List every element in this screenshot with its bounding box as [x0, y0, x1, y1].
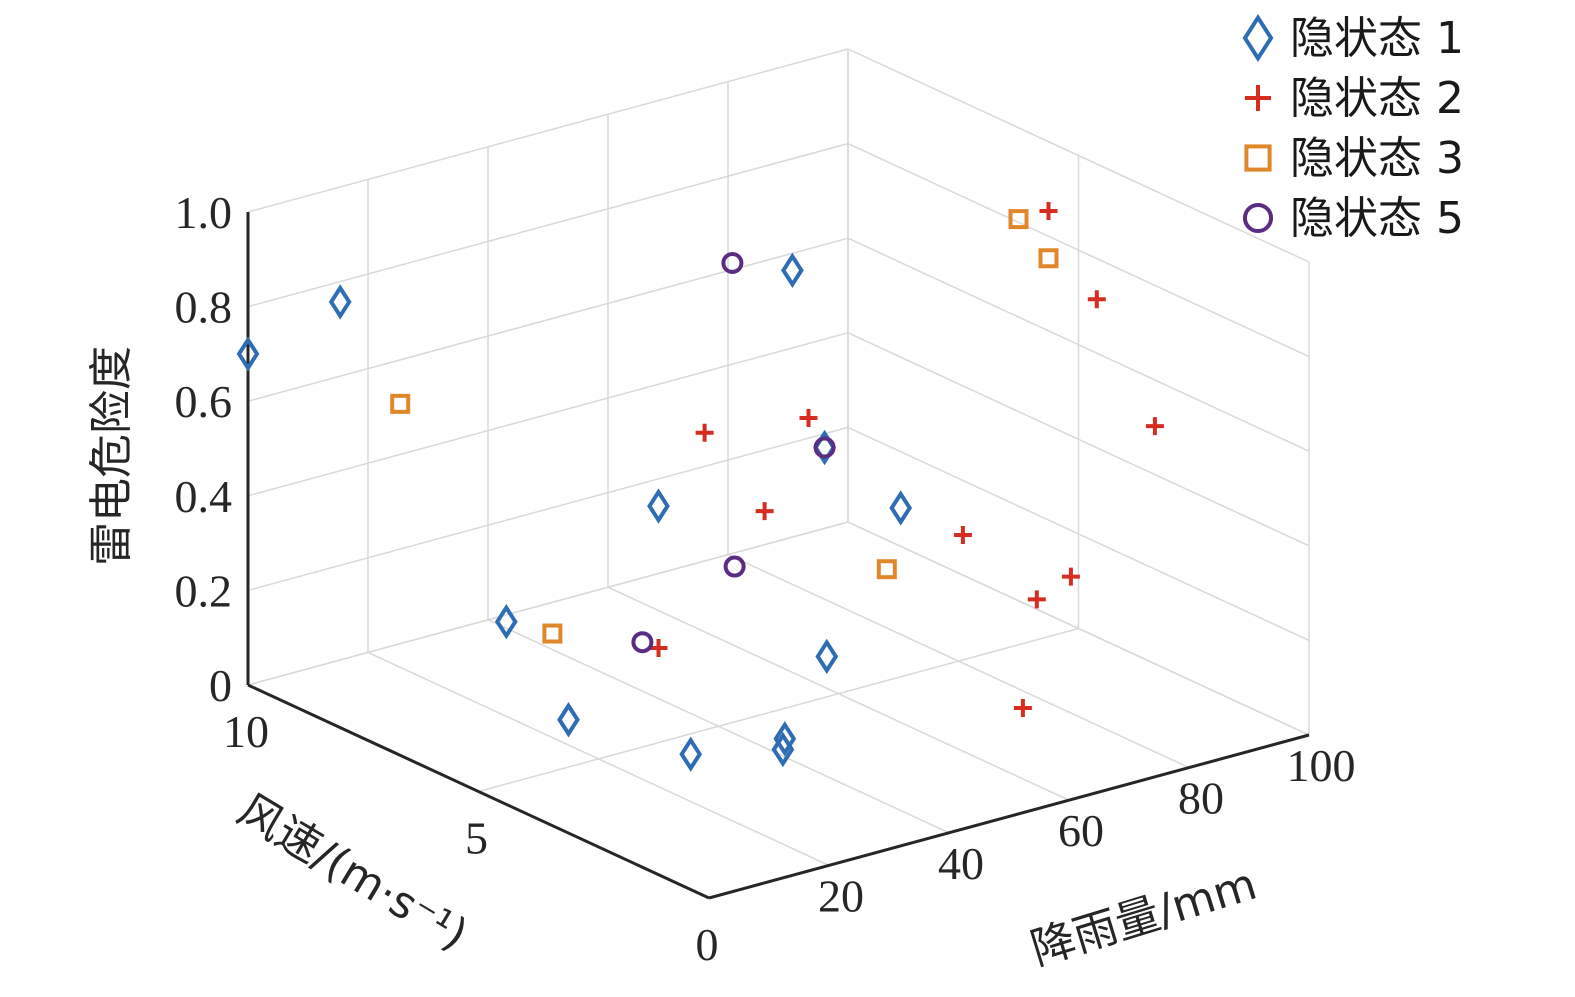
data-point-series-4	[723, 555, 746, 578]
data-point-series-2	[1145, 417, 1164, 436]
grid-line	[847, 48, 1310, 263]
y-tick-label: 20	[818, 870, 864, 921]
data-point-series-1	[889, 490, 913, 526]
x-tick-label: 5	[465, 813, 488, 864]
grid-line	[247, 237, 849, 402]
z-tick-label: 0.8	[175, 282, 233, 333]
data-point-series-3	[542, 623, 563, 644]
grid-line	[247, 332, 849, 497]
data-point-series-2	[1061, 567, 1080, 586]
data-point-series-1	[781, 252, 804, 289]
grid-line	[847, 426, 1310, 642]
data-point-series-3	[876, 559, 897, 580]
grid-line	[478, 627, 1079, 793]
grid-line	[847, 521, 1310, 736]
data-point-series-2	[1027, 590, 1046, 609]
legend-marker	[1244, 144, 1272, 172]
data-point-series-1	[773, 721, 797, 757]
y-tick-label: 40	[938, 838, 984, 889]
legend-marker	[1242, 202, 1274, 234]
data-point-series-1	[815, 638, 839, 675]
grid-line	[727, 553, 1190, 769]
data-point-series-1	[494, 604, 518, 640]
legend-label: 隐状态 3	[1290, 133, 1464, 184]
data-point-series-4	[813, 436, 836, 459]
x-axis-label: 风速/(m·s⁻¹)	[229, 784, 476, 960]
tick-labels: 0 0.2 0.4 0.6 0.8 1.0 0 5 10 20 40 60 80 100	[175, 187, 1356, 970]
x-axis-line	[247, 683, 710, 900]
grid-line	[487, 619, 950, 834]
z-tick-label: 1.0	[175, 187, 233, 238]
legend-marker	[1244, 84, 1272, 112]
data-point-series-2	[755, 502, 774, 521]
y-tick-label: 100	[1287, 740, 1356, 791]
z-tick-label: 0.2	[175, 565, 233, 616]
y-axis-line	[708, 733, 1310, 900]
data-point-series-1	[557, 702, 580, 738]
z-tick-label: 0	[209, 660, 232, 711]
data-point-series-1	[771, 731, 795, 768]
data-point-series-3	[1038, 248, 1059, 269]
data-point-series-2	[799, 409, 818, 428]
legend: 隐状态 1 隐状态 2 隐状态 3 隐状态 5	[1242, 13, 1464, 244]
axes	[246, 212, 1310, 900]
y-tick-label: 80	[1178, 773, 1224, 824]
y-axis-label: 降雨量/mm	[1025, 859, 1262, 976]
z-axis-label: 雷电危险度	[86, 346, 137, 566]
legend-marker	[1242, 14, 1274, 62]
y-tick-label: 60	[1058, 805, 1104, 856]
grid-line	[607, 586, 1070, 801]
grid-line	[247, 48, 849, 213]
data-point-series-3	[390, 393, 411, 414]
legend-label: 隐状态 2	[1290, 73, 1464, 124]
data-point-series-2	[695, 423, 714, 442]
x-tick-label: 0	[696, 919, 719, 970]
data-point-series-1	[236, 336, 260, 372]
grid-line	[847, 142, 1310, 358]
data-points	[236, 201, 1164, 772]
data-point-series-2	[953, 526, 972, 545]
grid-line	[247, 521, 849, 686]
data-point-series-4	[631, 631, 654, 654]
data-point-series-1	[328, 284, 352, 320]
data-point-series-3	[1008, 209, 1029, 230]
grid-line	[847, 237, 1310, 452]
data-point-series-4	[721, 252, 744, 274]
data-point-series-2	[1039, 201, 1058, 220]
grid-line	[367, 651, 830, 867]
data-point-series-2	[649, 639, 668, 657]
data-point-series-1	[679, 736, 703, 772]
data-point-series-2	[1013, 698, 1032, 717]
z-tick-label: 0.4	[175, 471, 233, 522]
z-tick-label: 0.6	[175, 376, 233, 427]
x-tick-label: 10	[223, 706, 269, 757]
data-point-series-2	[1087, 290, 1106, 309]
grid-line	[247, 142, 849, 308]
data-point-series-1	[647, 488, 670, 524]
grid-line	[247, 426, 849, 592]
grid-lines	[247, 48, 1310, 899]
legend-label: 隐状态 5	[1290, 193, 1464, 244]
grid-line	[847, 332, 1310, 547]
legend-label: 隐状态 1	[1290, 13, 1464, 64]
